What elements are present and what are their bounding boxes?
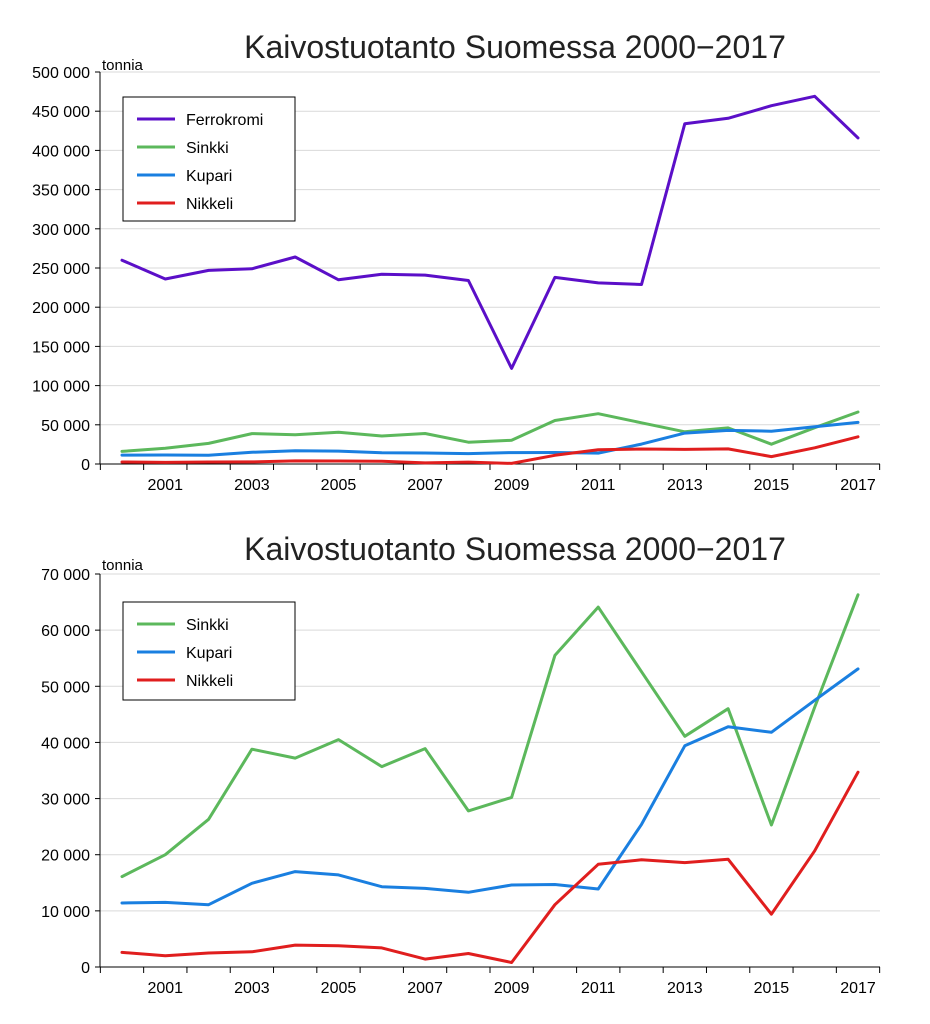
y-tick-label: 60 000	[41, 623, 90, 640]
series-line-nikkeli	[120, 435, 860, 465]
legend-label-nikkeli: Nikkeli	[186, 196, 233, 213]
y-tick-label: 20 000	[41, 848, 90, 865]
legend-label-nikkeli: Nikkeli	[186, 673, 233, 690]
series-line-kupari	[120, 420, 860, 457]
x-tick-label: 2005	[321, 477, 357, 494]
series-line-ferrokromi	[120, 94, 860, 370]
y-tick-label: 40 000	[41, 735, 90, 752]
y-tick-label: 400 000	[32, 143, 90, 160]
x-tick-label: 2013	[667, 980, 703, 997]
legend-label-sinkki: Sinkki	[186, 617, 229, 634]
y-tick-label: 500 000	[32, 65, 90, 82]
legend: Sinkki Kupari Nikkeli	[122, 601, 296, 701]
legend-label-sinkki: Sinkki	[186, 140, 229, 157]
series-line-kupari	[120, 667, 860, 907]
x-tick-label: 2015	[754, 980, 790, 997]
y-tick-label: 300 000	[32, 222, 90, 239]
y-tick-label: 350 000	[32, 183, 90, 200]
chart-top-all-metals: Kaivostuotanto Suomessa 2000−2017 tonnia 0…	[32, 29, 881, 494]
legend: Ferrokromi Sinkki Kupari Nikkeli	[122, 96, 296, 222]
x-tick-label: 2011	[581, 980, 616, 997]
y-axis-unit-label: tonnia	[102, 557, 144, 574]
y-tick-label: 50 000	[41, 418, 90, 435]
y-tick-label: 0	[81, 457, 90, 474]
y-tick-label: 50 000	[41, 679, 90, 696]
x-tick-label: 2009	[494, 980, 530, 997]
series-line-nikkeli	[120, 770, 860, 964]
y-tick-label: 250 000	[32, 261, 90, 278]
y-tick-label: 10 000	[41, 904, 90, 921]
y-tick-label: 70 000	[41, 567, 90, 584]
legend-label-kupari: Kupari	[186, 168, 232, 185]
x-tick-label: 2017	[840, 980, 876, 997]
x-tick-label: 2003	[234, 477, 270, 494]
legend-label-kupari: Kupari	[186, 645, 232, 662]
legend-label-ferrokromi: Ferrokromi	[186, 112, 263, 129]
x-tick-label: 2007	[407, 980, 443, 997]
chart-title: Kaivostuotanto Suomessa 2000−2017	[244, 29, 786, 65]
x-tick-label: 2009	[494, 477, 530, 494]
chart-title: Kaivostuotanto Suomessa 2000−2017	[244, 531, 786, 567]
x-tick-label: 2003	[234, 980, 270, 997]
x-tick-label: 2001	[147, 477, 183, 494]
x-tick-label: 2015	[754, 477, 790, 494]
chart-bottom-base-metals: Kaivostuotanto Suomessa 2000−2017 tonnia 0…	[41, 531, 881, 997]
y-axis-unit-label: tonnia	[102, 57, 144, 74]
x-tick-label: 2017	[840, 477, 876, 494]
y-tick-label: 30 000	[41, 792, 90, 809]
x-tick-label: 2005	[321, 980, 357, 997]
y-tick-label: 100 000	[32, 379, 90, 396]
x-tick-label: 2007	[407, 477, 443, 494]
y-tick-label: 200 000	[32, 300, 90, 317]
x-tick-label: 2001	[147, 980, 183, 997]
y-tick-label: 450 000	[32, 104, 90, 121]
x-tick-label: 2011	[581, 477, 616, 494]
y-tick-label: 0	[81, 960, 90, 977]
y-tick-label: 150 000	[32, 339, 90, 356]
x-tick-label: 2013	[667, 477, 703, 494]
